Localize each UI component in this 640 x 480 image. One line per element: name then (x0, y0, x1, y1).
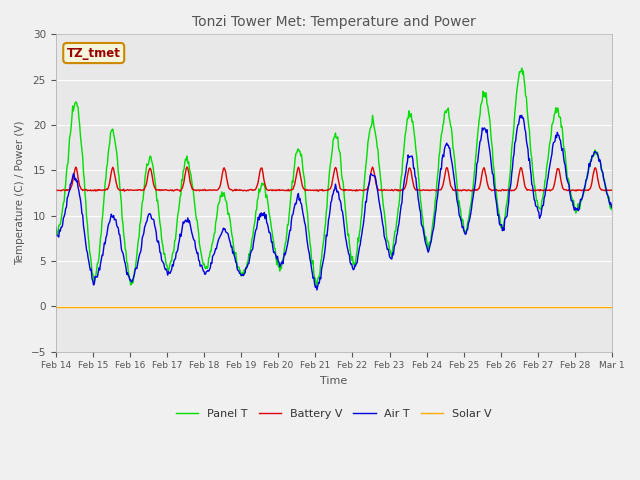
Air T (435, 180, 443, 185)
Panel T (609, 207, 616, 213)
Battery V (174, 187, 182, 193)
Text: TZ_tmet: TZ_tmet (67, 47, 121, 60)
Air T (326, 207, 334, 213)
Battery V (327, 184, 335, 190)
Battery V (176, 189, 184, 194)
Solar V (609, 304, 616, 310)
Panel T (559, 131, 566, 136)
X-axis label: Time: Time (320, 376, 348, 386)
Battery V (200, 188, 207, 193)
Solar V (557, 304, 565, 310)
Panel T (174, 212, 182, 217)
Legend: Panel T, Battery V, Air T, Solar V: Panel T, Battery V, Air T, Solar V (172, 405, 497, 423)
Battery V (559, 185, 566, 191)
Battery V (52, 188, 60, 193)
Solar V (52, 304, 60, 310)
Air T (609, 205, 616, 211)
Panel T (326, 163, 334, 169)
Battery V (381, 187, 388, 193)
Battery V (183, 164, 191, 170)
Air T (174, 247, 182, 252)
Panel T (312, 283, 320, 288)
Line: Battery V: Battery V (56, 167, 612, 192)
Battery V (609, 187, 616, 193)
Line: Panel T: Panel T (56, 68, 612, 286)
Air T (198, 263, 205, 268)
Battery V (436, 187, 444, 192)
Solar V (380, 304, 387, 310)
Line: Air T: Air T (56, 115, 612, 290)
Air T (313, 287, 321, 293)
Solar V (326, 304, 333, 310)
Solar V (174, 304, 182, 310)
Air T (52, 224, 60, 229)
Air T (559, 146, 566, 152)
Solar V (198, 304, 205, 310)
Panel T (380, 208, 388, 214)
Panel T (198, 253, 205, 259)
Y-axis label: Temperature (C) / Power (V): Temperature (C) / Power (V) (15, 120, 25, 265)
Air T (380, 233, 388, 239)
Panel T (52, 224, 60, 229)
Title: Tonzi Tower Met: Temperature and Power: Tonzi Tower Met: Temperature and Power (192, 15, 476, 29)
Air T (518, 112, 525, 118)
Panel T (518, 65, 525, 71)
Panel T (435, 153, 443, 159)
Solar V (435, 304, 442, 310)
